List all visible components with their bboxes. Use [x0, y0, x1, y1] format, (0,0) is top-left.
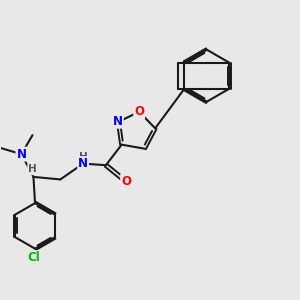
Text: H: H — [28, 164, 37, 174]
Text: Cl: Cl — [27, 251, 40, 264]
Text: O: O — [121, 175, 131, 188]
Text: H: H — [80, 152, 88, 162]
Text: N: N — [16, 148, 26, 160]
Text: O: O — [134, 105, 144, 118]
Text: N: N — [78, 157, 88, 170]
Text: N: N — [113, 115, 123, 128]
